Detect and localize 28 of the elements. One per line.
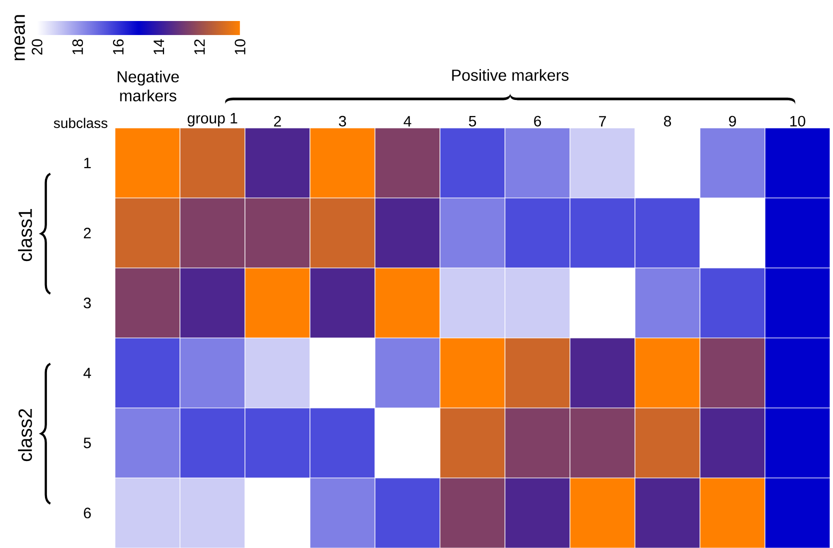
color-bar-label: 14 xyxy=(154,39,164,54)
x-tick-label: 5 xyxy=(468,116,476,126)
y-tick-label: 5 xyxy=(84,438,91,448)
y-tick-label: 4 xyxy=(83,368,92,378)
y-tick-label: 6 xyxy=(84,508,91,518)
color-bar-title: mean xyxy=(14,15,25,60)
color-bar-label: 20 xyxy=(32,39,42,55)
x-tick-label: 8 xyxy=(664,116,672,126)
x-tick-label: 3 xyxy=(338,116,346,126)
y-tick-label: 2 xyxy=(84,228,91,238)
y-tick-label: 1 xyxy=(84,158,91,168)
x-tick-label: group 1 xyxy=(188,113,238,126)
color-bar-label: 18 xyxy=(72,39,83,54)
text: Negative markers xyxy=(118,70,179,102)
x-tick-label: 4 xyxy=(404,116,412,126)
color-bar-label: 10 xyxy=(234,39,246,54)
text: class1 xyxy=(18,209,32,262)
color-bar-label: 12 xyxy=(194,39,205,54)
x-tick-label: 2 xyxy=(274,116,281,126)
x-tick-label: 7 xyxy=(599,116,606,126)
x-tick-label: 6 xyxy=(534,116,542,126)
x-tick-label: 9 xyxy=(729,116,736,126)
y-axis-title: subclass xyxy=(54,118,108,128)
color-bar-label: 16 xyxy=(112,39,124,54)
y-tick-label: 3 xyxy=(84,298,91,308)
text: Positive markers xyxy=(452,69,569,81)
text: class2 xyxy=(18,409,32,462)
x-tick-label: 10 xyxy=(790,116,806,126)
